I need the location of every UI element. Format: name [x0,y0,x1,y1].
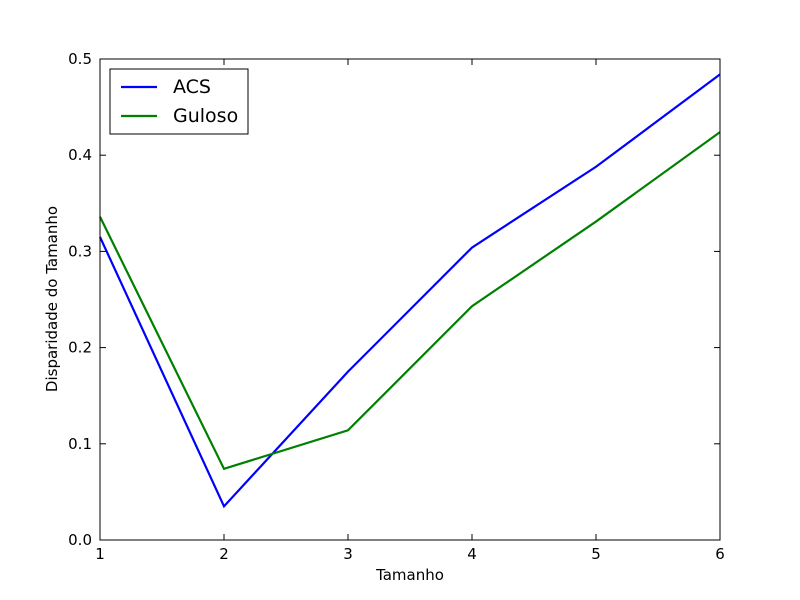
y-tick-label: 0.0 [68,531,92,549]
y-tick-label: 0.5 [68,50,92,68]
x-tick-label: 2 [219,545,229,563]
tick-labels: 1 2 3 4 5 6 0.0 0.1 0.2 0.3 0.4 0.5 [68,50,725,563]
plot-frame [99,58,721,541]
legend: ACS Guloso [109,68,249,135]
x-tick-label: 5 [591,545,601,563]
x-tick-label: 1 [95,545,105,563]
y-tick-label: 0.2 [68,339,92,357]
series-line-acs [99,73,721,509]
y-tick-label: 0.3 [68,242,92,260]
x-tick-label: 3 [343,545,353,563]
x-tick-label: 6 [715,545,725,563]
legend-label-guloso: Guloso [173,105,238,127]
series-line-guloso [99,131,721,471]
legend-box [109,68,249,135]
y-tick-label: 0.4 [68,146,92,164]
legend-label-acs: ACS [173,76,211,98]
x-tick-label: 4 [467,545,477,563]
y-axis-label: Disparidade do Tamanho [43,206,61,392]
y-tick-label: 0.1 [68,435,92,453]
x-axis-label: Tamanho [375,566,444,584]
